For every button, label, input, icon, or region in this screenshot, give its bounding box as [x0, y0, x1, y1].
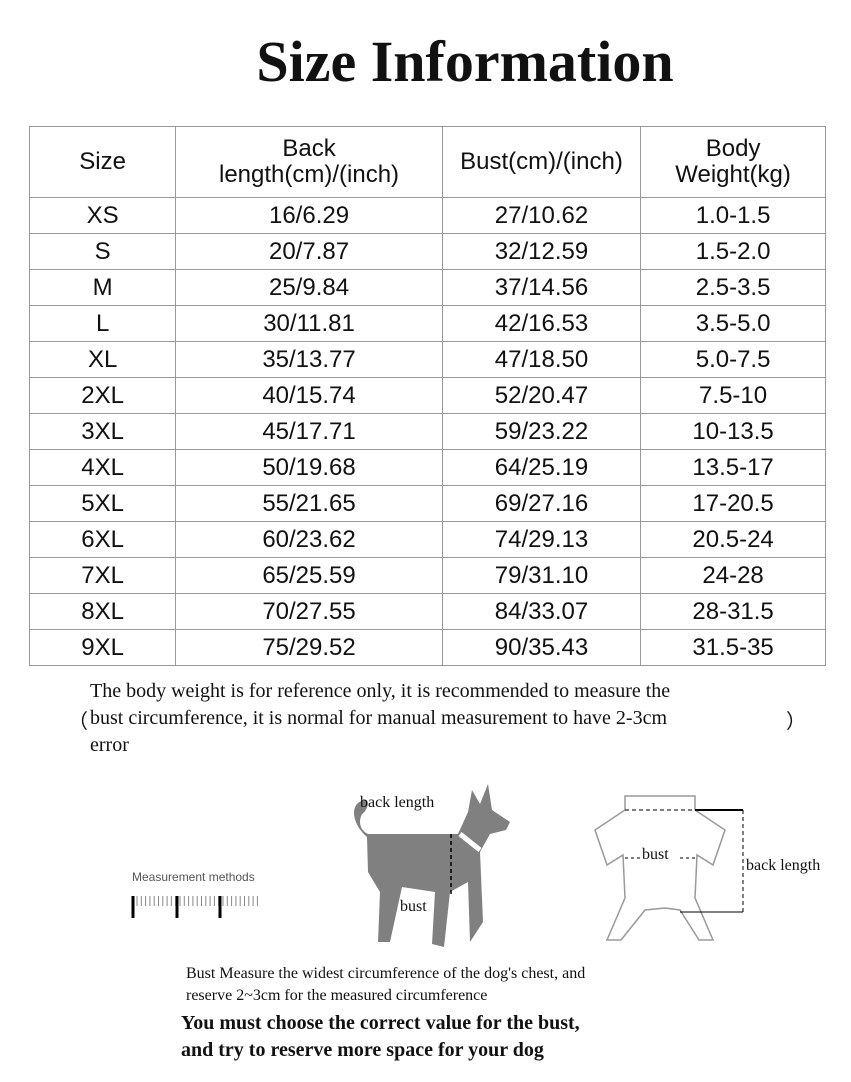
table-cell: 1.5-2.0: [640, 233, 826, 270]
table-row: XL 35/13.77 47/18.50 5.0-7.5: [28, 341, 826, 378]
dog-bust-label: bust: [400, 898, 427, 915]
table-cell: 5.0-7.5: [640, 341, 826, 378]
table-cell: 65/25.59: [175, 557, 443, 594]
column-header-line: Bust(cm)/(inch): [460, 148, 623, 175]
table-cell: 3.5-5.0: [640, 305, 826, 342]
column-header-line: Size: [79, 148, 126, 175]
warning-line: and try to reserve more space for your d…: [181, 1039, 544, 1061]
table-cell: 7XL: [28, 557, 177, 594]
table-cell: 1.0-1.5: [640, 197, 826, 234]
note-line: error: [90, 734, 129, 756]
column-header: Body Weight(kg): [640, 126, 826, 198]
table-cell: 45/17.71: [175, 413, 443, 450]
table-cell: 7.5-10: [640, 377, 826, 414]
table-cell: 55/21.65: [175, 485, 443, 522]
column-header-line: Back: [282, 135, 336, 162]
table-cell: 75/29.52: [175, 629, 443, 666]
table-header-row: Size Back length(cm)/(inch) Bust(cm)/(inch)…: [28, 126, 826, 198]
shirt-back-length-label: back length: [746, 857, 821, 874]
table-cell: 69/27.16: [441, 485, 642, 522]
table-cell: 13.5-17: [640, 449, 826, 486]
table-cell: 40/15.74: [175, 377, 443, 414]
bust-instructions: Bust Measure the widest circumference of…: [186, 963, 585, 1007]
table-cell: L: [28, 305, 177, 342]
table-cell: 20.5-24: [640, 521, 826, 558]
table-cell: 59/23.22: [441, 413, 642, 450]
table-row: XS 16/6.29 27/10.62 1.0-1.5: [28, 197, 826, 234]
table-cell: 30/11.81: [175, 305, 443, 342]
note-line: bust circumference, it is normal for man…: [90, 707, 668, 729]
table-cell: 2XL: [28, 377, 177, 414]
table-cell: 90/35.43: [441, 629, 642, 666]
warning-text: You must choose the correct value for th…: [181, 1010, 580, 1064]
table-cell: 9XL: [28, 629, 177, 666]
table-cell: 4XL: [28, 449, 177, 486]
column-header-line: Body: [705, 135, 761, 162]
table-row: 7XL 65/25.59 79/31.10 24-28: [28, 557, 826, 594]
column-header: Size: [28, 126, 177, 198]
table-row: S 20/7.87 32/12.59 1.5-2.0: [28, 233, 826, 270]
table-row: 9XL 75/29.52 90/35.43 31.5-35: [28, 629, 826, 666]
page-title: Size Information: [256, 29, 674, 94]
table-cell: M: [28, 269, 177, 306]
column-header-line: length(cm)/(inch): [219, 161, 400, 188]
shirt-diagram-icon: [594, 795, 744, 941]
instruction-line: reserve 2~3cm for the measured circumfer…: [186, 987, 488, 1004]
ruler-label: Measurement methods: [132, 870, 255, 884]
table-row: 2XL 40/15.74 52/20.47 7.5-10: [28, 377, 826, 414]
table-cell: 74/29.13: [441, 521, 642, 558]
instruction-line: Bust Measure the widest circumference of…: [186, 965, 586, 982]
table-cell: 24-28: [640, 557, 826, 594]
column-header: Back length(cm)/(inch): [175, 126, 443, 198]
dog-silhouette-icon: [353, 784, 510, 947]
table-cell: 42/16.53: [441, 305, 642, 342]
table-cell: 37/14.56: [441, 269, 642, 306]
column-header-line: Weight(kg): [675, 161, 791, 188]
table-cell: 3XL: [28, 413, 177, 450]
column-header: Bust(cm)/(inch): [441, 126, 642, 198]
table-cell: 2.5-3.5: [640, 269, 826, 306]
table-cell: 64/25.19: [441, 449, 642, 486]
weight-note: The body weight is for reference only, i…: [90, 678, 830, 759]
table-row: 3XL 45/17.71 59/23.22 10-13.5: [28, 413, 826, 450]
table-cell: 60/23.62: [175, 521, 443, 558]
shirt-bust-label: bust: [642, 846, 669, 863]
table-cell: 35/13.77: [175, 341, 443, 378]
dog-back-length-label: back length: [360, 794, 435, 811]
table-row: M 25/9.84 37/14.56 2.5-3.5: [28, 269, 826, 306]
table-cell: 25/9.84: [175, 269, 443, 306]
table-row: 4XL 50/19.68 64/25.19 13.5-17: [28, 449, 826, 486]
table-cell: 10-13.5: [640, 413, 826, 450]
table-cell: 5XL: [28, 485, 177, 522]
table-row: 5XL 55/21.65 69/27.16 17-20.5: [28, 485, 826, 522]
table-cell: 28-31.5: [640, 593, 826, 630]
table-cell: 17-20.5: [640, 485, 826, 522]
warning-line: You must choose the correct value for th…: [181, 1012, 580, 1034]
close-paren: ）: [786, 711, 806, 733]
table-cell: XL: [28, 341, 177, 378]
ruler-icon: [131, 896, 258, 918]
table-cell: 47/18.50: [441, 341, 642, 378]
open-paren: （: [68, 711, 88, 733]
table-cell: S: [28, 233, 177, 270]
table-cell: 31.5-35: [640, 629, 826, 666]
table-cell: 70/27.55: [175, 593, 443, 630]
table-cell: 79/31.10: [441, 557, 642, 594]
table-cell: 52/20.47: [441, 377, 642, 414]
table-cell: 8XL: [28, 593, 177, 630]
table-cell: 27/10.62: [441, 197, 642, 234]
size-table: Size Back length(cm)/(inch) Bust(cm)/(inch)…: [28, 126, 826, 666]
table-cell: 50/19.68: [175, 449, 443, 486]
table-row: 6XL 60/23.62 74/29.13 20.5-24: [28, 521, 826, 558]
table-cell: 6XL: [28, 521, 177, 558]
table-row: L 30/11.81 42/16.53 3.5-5.0: [28, 305, 826, 342]
table-cell: XS: [28, 197, 177, 234]
table-row: 8XL 70/27.55 84/33.07 28-31.5: [28, 593, 826, 630]
table-cell: 84/33.07: [441, 593, 642, 630]
table-cell: 16/6.29: [175, 197, 443, 234]
table-cell: 20/7.87: [175, 233, 443, 270]
note-line: The body weight is for reference only, i…: [90, 680, 671, 702]
table-cell: 32/12.59: [441, 233, 642, 270]
